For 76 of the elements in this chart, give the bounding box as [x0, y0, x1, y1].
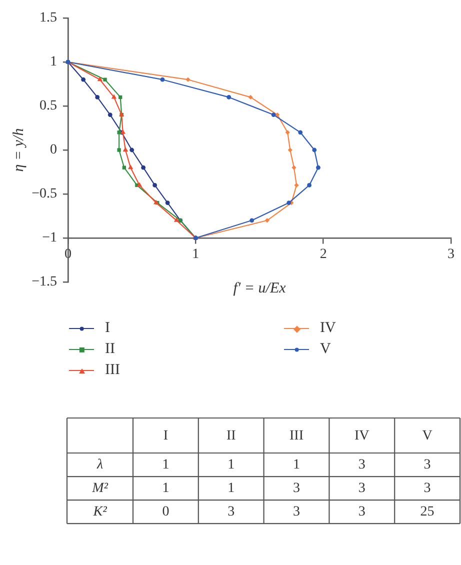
point [264, 218, 270, 223]
legend-label: I [105, 320, 110, 337]
point [294, 182, 299, 188]
x-tick-label: II [226, 428, 236, 444]
point [97, 76, 103, 82]
point [95, 95, 100, 100]
point [152, 183, 158, 188]
data-label: 0 [162, 504, 170, 520]
y-tick-label: −1.5 [32, 274, 57, 290]
point [248, 94, 253, 100]
data-label: 3 [424, 480, 431, 496]
point [298, 130, 303, 135]
data-label: 3 [358, 480, 366, 496]
y-tick-label: 0 [50, 142, 57, 158]
x-tick-label: 2 [320, 247, 327, 262]
point [275, 112, 280, 118]
point [186, 77, 190, 82]
point [312, 148, 317, 152]
y-tick-label: λ [96, 457, 104, 472]
point [103, 78, 107, 82]
x-tick-label: I [163, 428, 168, 444]
x-axis-title: f′ = u/Ex [233, 280, 286, 297]
data-label: 1 [293, 457, 300, 472]
x-tick-label: IV [354, 428, 370, 444]
point [141, 165, 146, 170]
x-tick-label: III [290, 428, 304, 444]
legend-label: III [105, 362, 120, 379]
point [130, 148, 134, 152]
point [136, 182, 142, 187]
y-tick-label: −0.5 [32, 186, 57, 202]
x-tick-label: 1 [192, 247, 200, 262]
point [81, 77, 86, 82]
point [122, 166, 126, 170]
point [288, 148, 292, 152]
legend-label: IV [320, 320, 336, 337]
data-label: 3 [228, 504, 235, 520]
point [111, 94, 117, 99]
point [292, 165, 296, 170]
point [226, 95, 232, 100]
data-label: 3 [358, 504, 366, 520]
x-tick-label: V [422, 428, 432, 444]
x-tick-label: 3 [448, 247, 454, 262]
y-tick-label: K² [92, 504, 108, 520]
y-axis-title: η = y/h [10, 128, 27, 172]
point [108, 112, 112, 117]
y-tick-label: −1 [42, 230, 57, 246]
point [153, 200, 159, 204]
data-label: 1 [162, 457, 170, 472]
legend-label: V [320, 341, 331, 358]
data-label: 3 [358, 457, 366, 472]
point [286, 200, 292, 205]
data-label: 3 [424, 457, 431, 472]
data-label: 3 [293, 504, 300, 520]
y-tick-label: 1 [50, 54, 57, 70]
legend-label: II [105, 341, 115, 358]
data-label: 1 [228, 480, 235, 496]
point [160, 77, 165, 82]
data-label: 1 [162, 480, 170, 496]
point [271, 112, 276, 117]
point [285, 130, 290, 135]
data-label: 3 [293, 480, 300, 496]
point [316, 165, 320, 170]
point [307, 183, 312, 188]
data-label: 25 [420, 504, 434, 520]
y-tick-label: 0.5 [40, 98, 57, 114]
data-label: 1 [228, 457, 235, 472]
y-tick-label: 1.5 [40, 10, 57, 26]
point [118, 95, 122, 100]
point [128, 164, 134, 170]
point [250, 218, 254, 223]
point [122, 147, 128, 152]
point [117, 148, 121, 152]
y-tick-label: M² [91, 480, 109, 496]
point [174, 217, 180, 222]
point [117, 130, 121, 134]
point [165, 200, 170, 205]
